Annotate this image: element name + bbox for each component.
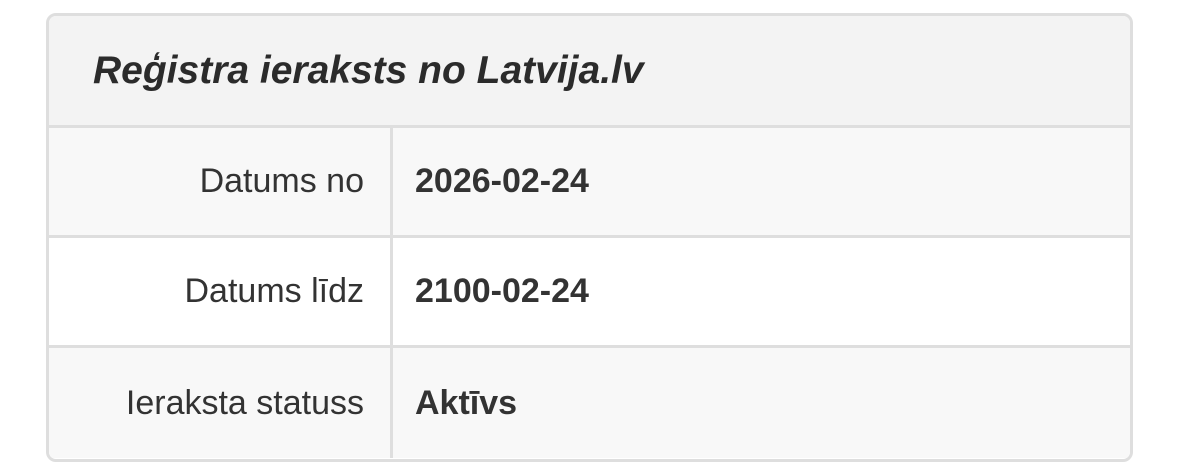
row-label-date-from: Datums no (49, 128, 393, 235)
row-value-date-to: 2100-02-24 (415, 272, 589, 310)
row-value-date-from: 2026-02-24 (415, 162, 589, 200)
row-label-date-to: Datums līdz (49, 238, 393, 345)
row-label-status: Ieraksta statuss (49, 348, 393, 458)
table-row: Datums līdz 2100-02-24 (49, 238, 1130, 348)
panel-title: Reģistra ieraksts no Latvija.lv (93, 48, 644, 92)
registry-record-panel: Reģistra ieraksts no Latvija.lv Datums n… (46, 13, 1133, 462)
row-value-status: Aktīvs (415, 383, 518, 422)
table-row: Ieraksta statuss Aktīvs (49, 348, 1130, 458)
panel-header: Reģistra ieraksts no Latvija.lv (49, 16, 1130, 128)
table-row: Datums no 2026-02-24 (49, 128, 1130, 238)
